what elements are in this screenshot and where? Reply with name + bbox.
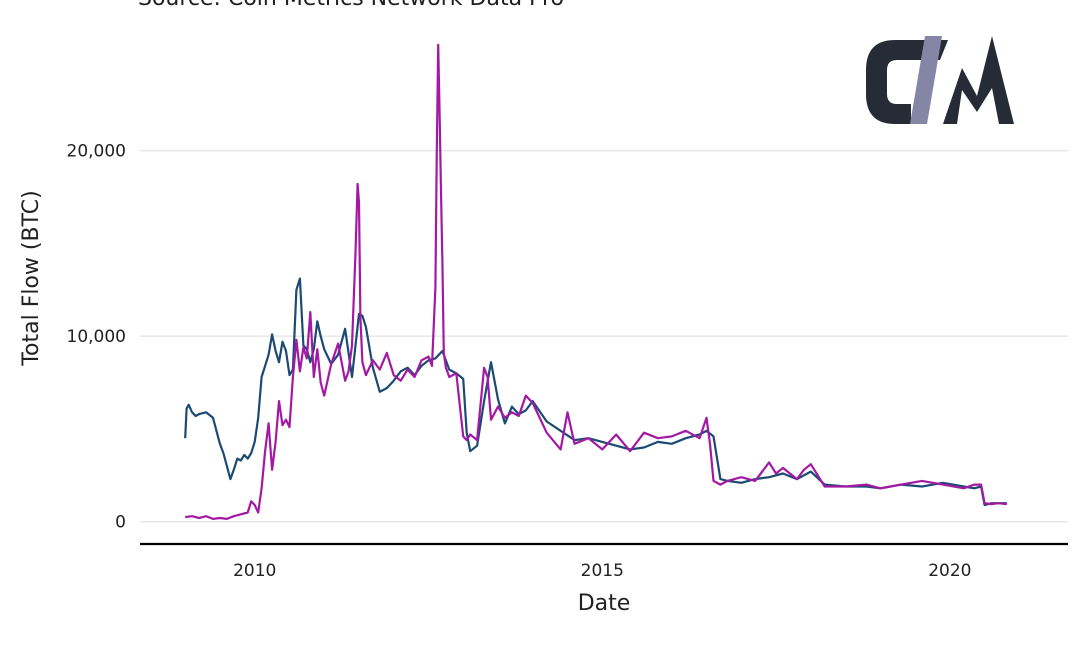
series-line-1 [184,277,1007,507]
y-tick-label: 0 [115,513,126,533]
tick-labels: 0 10,000 20,000 2010 2015 2020 [67,142,972,581]
source-caption: Source: Coin Metrics Network Data Pro [138,0,564,11]
grid-lines [140,149,1068,523]
series-line-2 [185,43,1007,521]
x-tick-label: 2015 [581,561,624,581]
cm-logo: CM [866,36,1014,124]
x-axis-title: Date [578,591,631,616]
logo-slash [910,36,942,124]
logo-letter-m [943,36,1014,124]
series-layer [184,43,1007,521]
logo-letter-c [866,40,948,124]
y-tick-label: 10,000 [67,327,126,347]
y-axis-title: Total Flow (BTC) [19,190,44,366]
x-tick-label: 2020 [928,561,971,581]
x-tick-label: 2010 [233,561,276,581]
y-tick-label: 20,000 [67,142,126,162]
